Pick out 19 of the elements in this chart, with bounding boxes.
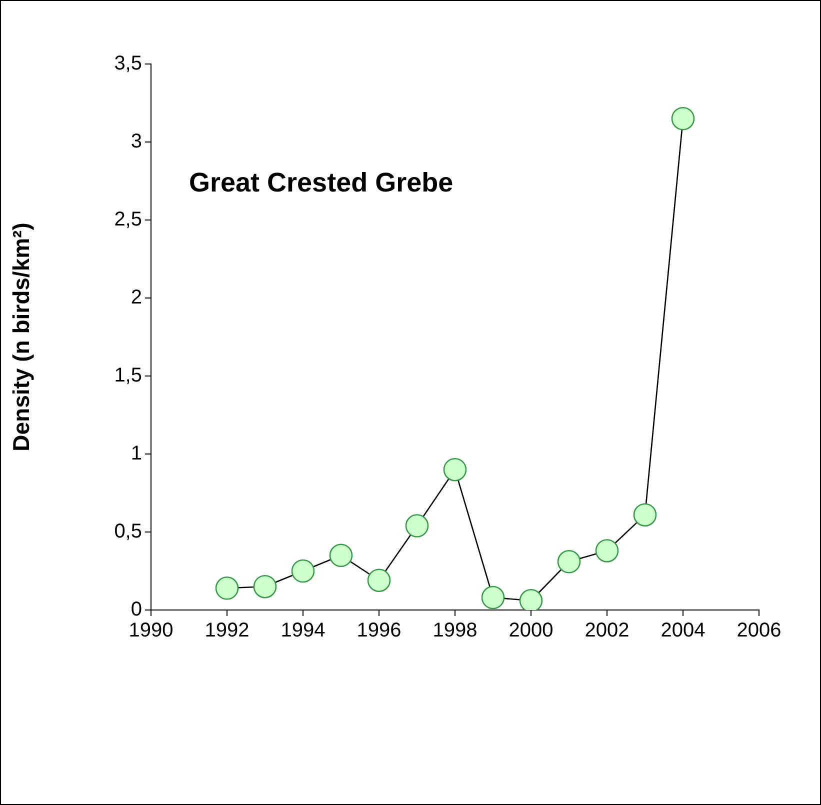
y-tick-label: 1,5 bbox=[114, 364, 142, 387]
y-tick-label: 3 bbox=[130, 130, 142, 153]
y-axis-title: Density (n birds/km²) bbox=[8, 222, 34, 452]
y-tick-label: 2 bbox=[130, 286, 142, 309]
x-tick-label: 1992 bbox=[204, 620, 250, 642]
y-tick-label: 1 bbox=[130, 442, 142, 465]
x-tick-label: 2004 bbox=[660, 620, 706, 642]
x-tick-label: 1994 bbox=[280, 620, 326, 642]
y-tick-label: 0,5 bbox=[114, 520, 142, 543]
x-tick-label: 2000 bbox=[508, 620, 554, 642]
x-tick-label: 2002 bbox=[584, 620, 630, 642]
y-tick-label: 0 bbox=[130, 598, 142, 621]
x-tick-label: 2006 bbox=[736, 620, 782, 642]
y-tick-label: 3,5 bbox=[114, 52, 142, 75]
y-tick-label: 2,5 bbox=[114, 208, 142, 231]
x-tick-label: 1990 bbox=[128, 620, 174, 642]
x-tick-label: 1996 bbox=[356, 620, 402, 642]
text: Great Crested Grebe bbox=[189, 167, 454, 198]
x-tick-label: 1998 bbox=[432, 620, 478, 642]
